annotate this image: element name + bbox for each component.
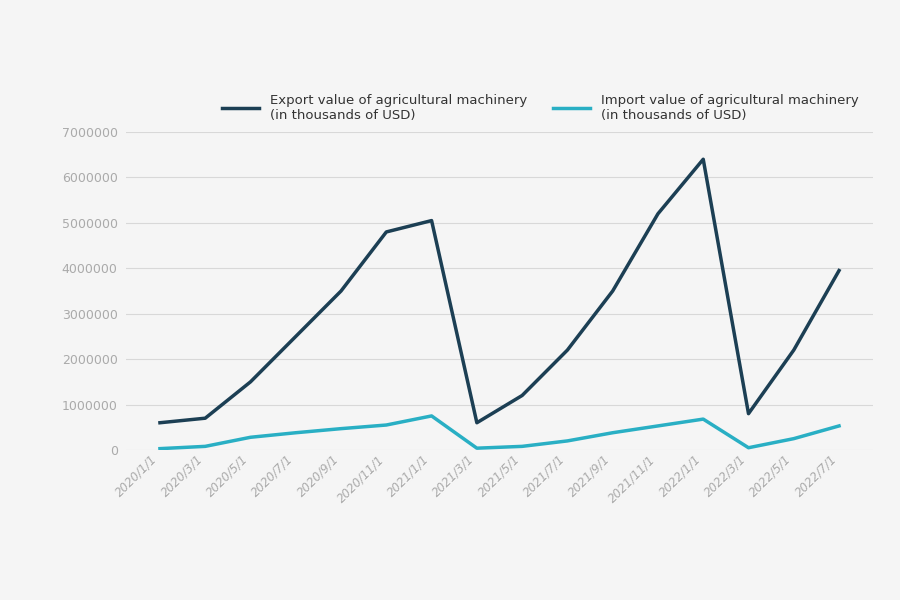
Import value of agricultural machinery
(in thousands of USD) [245, 434, 256, 441]
Export value of agricultural machinery
(in thousands of USD) [652, 210, 663, 217]
Import value of agricultural machinery
(in thousands of USD) [155, 445, 166, 452]
Import value of agricultural machinery
(in thousands of USD) [608, 429, 618, 436]
Export value of agricultural machinery
(in thousands of USD) [562, 346, 572, 353]
Export value of agricultural machinery
(in thousands of USD) [472, 419, 482, 427]
Import value of agricultural machinery
(in thousands of USD) [291, 429, 302, 436]
Export value of agricultural machinery
(in thousands of USD) [381, 229, 392, 236]
Export value of agricultural machinery
(in thousands of USD) [155, 419, 166, 427]
Export value of agricultural machinery
(in thousands of USD) [698, 155, 708, 163]
Import value of agricultural machinery
(in thousands of USD) [833, 422, 844, 430]
Export value of agricultural machinery
(in thousands of USD) [833, 267, 844, 274]
Import value of agricultural machinery
(in thousands of USD) [472, 445, 482, 452]
Import value of agricultural machinery
(in thousands of USD) [743, 444, 754, 451]
Import value of agricultural machinery
(in thousands of USD) [698, 416, 708, 423]
Import value of agricultural machinery
(in thousands of USD) [336, 425, 346, 432]
Import value of agricultural machinery
(in thousands of USD) [517, 443, 527, 450]
Export value of agricultural machinery
(in thousands of USD) [291, 333, 302, 340]
Line: Export value of agricultural machinery
(in thousands of USD): Export value of agricultural machinery (… [160, 159, 839, 423]
Export value of agricultural machinery
(in thousands of USD) [743, 410, 754, 417]
Import value of agricultural machinery
(in thousands of USD) [200, 443, 211, 450]
Import value of agricultural machinery
(in thousands of USD) [427, 412, 437, 419]
Line: Import value of agricultural machinery
(in thousands of USD): Import value of agricultural machinery (… [160, 416, 839, 449]
Export value of agricultural machinery
(in thousands of USD) [336, 287, 346, 295]
Import value of agricultural machinery
(in thousands of USD) [788, 435, 799, 442]
Import value of agricultural machinery
(in thousands of USD) [381, 421, 392, 428]
Import value of agricultural machinery
(in thousands of USD) [562, 437, 572, 445]
Export value of agricultural machinery
(in thousands of USD) [245, 378, 256, 385]
Legend: Export value of agricultural machinery
(in thousands of USD), Import value of ag: Export value of agricultural machinery (… [222, 94, 859, 122]
Export value of agricultural machinery
(in thousands of USD) [427, 217, 437, 224]
Export value of agricultural machinery
(in thousands of USD) [788, 346, 799, 353]
Export value of agricultural machinery
(in thousands of USD) [517, 392, 527, 399]
Export value of agricultural machinery
(in thousands of USD) [608, 287, 618, 295]
Import value of agricultural machinery
(in thousands of USD) [652, 422, 663, 430]
Export value of agricultural machinery
(in thousands of USD) [200, 415, 211, 422]
